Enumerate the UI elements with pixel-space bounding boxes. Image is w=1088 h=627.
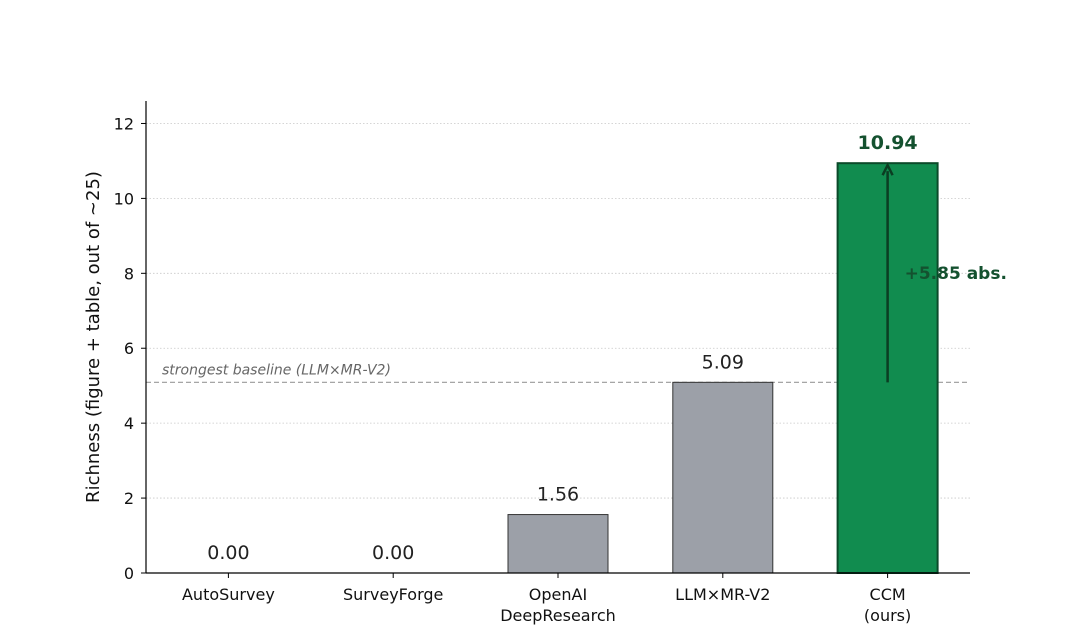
value-label: 0.00 [207,542,249,564]
bar [507,514,609,574]
value-label: 0.00 [372,542,414,564]
y-tick-label: 8 [124,264,134,283]
baseline-line-group: strongest baseline (LLM×MR-V2) [146,362,970,383]
y-axis-label: Richness (figure + table, out of ~25) [83,171,104,503]
x-tick-label: LLM×MR-V2 [675,585,770,604]
value-label: 1.56 [537,484,579,506]
axes: 0 2 4 6 8 10 12 Richness (figure + table, out o… [83,101,970,583]
improvement-arrow-head [881,162,894,176]
bar [672,381,774,574]
baseline-label: strongest baseline (LLM×MR-V2) [162,362,391,378]
grid-lines [146,123,970,499]
improvement-annotation: +5.85 abs. [881,162,1007,383]
y-tick-label: 2 [124,489,134,508]
y-tick-label: 4 [124,414,134,433]
x-tick-label: SurveyForge [343,585,443,604]
y-tick-label: 6 [124,339,134,358]
value-label: 10.94 [858,132,918,154]
x-tick-label: CCM [870,585,906,604]
y-tick-label: 10 [114,189,134,208]
x-tick-label: (ours) [864,606,911,625]
value-label: 5.09 [702,351,744,373]
y-tick-label: 12 [114,114,134,133]
y-tick-label: 0 [124,564,134,583]
labels: 0.00 AutoSurvey 0.00 SurveyForge 1.56 OpenAI D… [182,132,918,625]
improvement-label: +5.85 abs. [905,264,1007,284]
x-tick-label: AutoSurvey [182,585,275,604]
x-tick-label: OpenAI [529,585,587,604]
x-tick-label: DeepResearch [500,606,616,625]
